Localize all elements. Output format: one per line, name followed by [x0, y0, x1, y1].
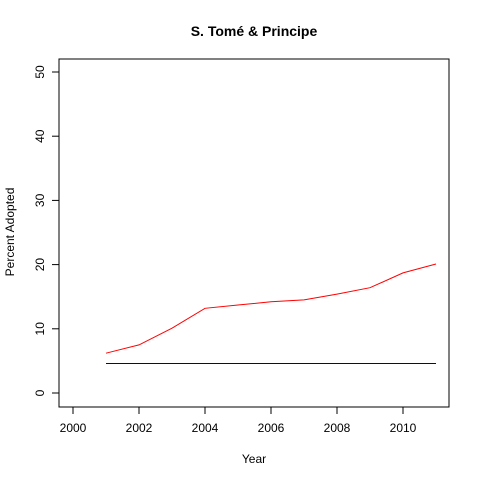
x-tick-label: 2002	[126, 421, 153, 435]
y-tick-label: 20	[33, 258, 47, 272]
y-tick-label: 0	[33, 389, 47, 396]
x-tick-label: 2004	[192, 421, 219, 435]
x-axis: 2000 2002 2004 2006 2008 2010	[60, 406, 417, 435]
y-tick-label: 10	[33, 322, 47, 336]
y-tick-label: 30	[33, 193, 47, 207]
y-axis: 0 10 20 30 40 50	[33, 65, 60, 396]
series-layer	[105, 263, 437, 364]
x-axis-label: Year	[242, 452, 266, 466]
y-tick-label: 50	[33, 65, 47, 79]
x-tick-label: 2000	[60, 421, 87, 435]
y-axis-label: Percent Adopted	[3, 188, 17, 277]
x-tick-label: 2008	[324, 421, 351, 435]
plot-frame	[58, 58, 450, 408]
y-tick-label: 40	[33, 129, 47, 143]
x-tick-label: 2010	[390, 421, 417, 435]
series-line-1	[105, 263, 437, 354]
chart-title: S. Tomé & Principe	[191, 23, 318, 39]
x-tick-label: 2006	[258, 421, 285, 435]
